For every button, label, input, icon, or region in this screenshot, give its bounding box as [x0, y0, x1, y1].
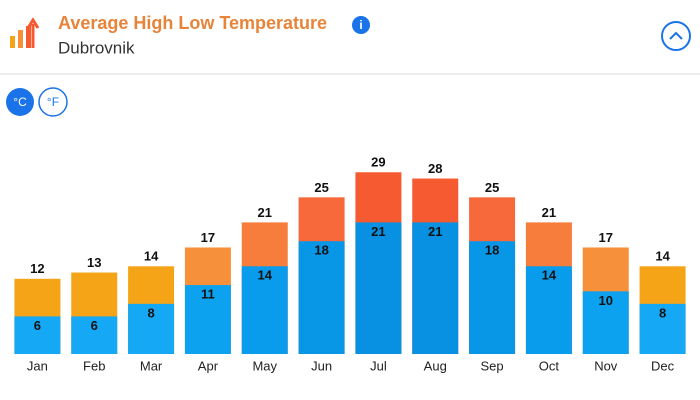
low-bar [14, 316, 61, 354]
month-label: Mar [140, 358, 163, 373]
month-label: Jun [311, 358, 332, 373]
low-label: 14 [542, 268, 557, 283]
low-label: 6 [34, 318, 41, 333]
month-label: Jul [370, 358, 387, 373]
app-icon [10, 17, 40, 48]
title: Average High Low Temperature [58, 13, 327, 33]
high-label: 12 [30, 261, 44, 276]
fahrenheit-button[interactable] [38, 87, 68, 117]
high-label: 13 [87, 255, 101, 270]
low-label: 6 [91, 318, 98, 333]
low-label: 18 [485, 243, 499, 258]
info-icon[interactable]: i [359, 18, 362, 32]
low-bar [355, 222, 402, 354]
low-label: 11 [201, 287, 215, 302]
low-label: 21 [428, 224, 442, 239]
low-bar [412, 222, 459, 354]
low-bar [128, 303, 175, 354]
low-bar [298, 241, 345, 354]
low-label: 21 [371, 224, 385, 239]
low-bar [469, 241, 516, 354]
low-bar [71, 316, 118, 354]
high-label: 25 [314, 180, 328, 195]
low-label: 8 [659, 305, 666, 320]
low-label: 8 [147, 305, 154, 320]
low-bar [241, 266, 288, 354]
month-label: Dec [651, 358, 675, 373]
info-button[interactable] [352, 16, 370, 34]
high-label: 25 [485, 180, 499, 195]
celsius-label[interactable]: °C [13, 95, 27, 109]
low-label: 10 [599, 293, 613, 308]
month-label: May [252, 358, 277, 373]
high-label: 14 [655, 249, 670, 264]
high-label: 29 [371, 155, 385, 170]
high-label: 21 [542, 205, 556, 220]
high-label: 14 [144, 249, 159, 264]
low-bar [525, 266, 572, 354]
low-label: 18 [314, 243, 328, 258]
high-label: 17 [599, 230, 613, 245]
month-label: Apr [198, 358, 219, 373]
collapse-button[interactable] [661, 21, 691, 51]
low-bar [582, 291, 629, 354]
month-label: Nov [594, 358, 618, 373]
fahrenheit-label[interactable]: °F [47, 95, 59, 109]
celsius-button[interactable] [6, 88, 34, 116]
high-label: 28 [428, 161, 442, 176]
low-bar [184, 285, 231, 354]
subtitle: Dubrovnik [58, 38, 135, 57]
low-label: 14 [258, 268, 273, 283]
high-label: 21 [258, 205, 272, 220]
month-label: Jan [27, 358, 48, 373]
month-label: Feb [83, 358, 105, 373]
high-label: 17 [201, 230, 215, 245]
month-label: Sep [481, 358, 504, 373]
month-label: Aug [424, 358, 447, 373]
low-bar [639, 303, 686, 354]
month-label: Oct [539, 358, 560, 373]
chevron-icon[interactable] [669, 31, 683, 40]
